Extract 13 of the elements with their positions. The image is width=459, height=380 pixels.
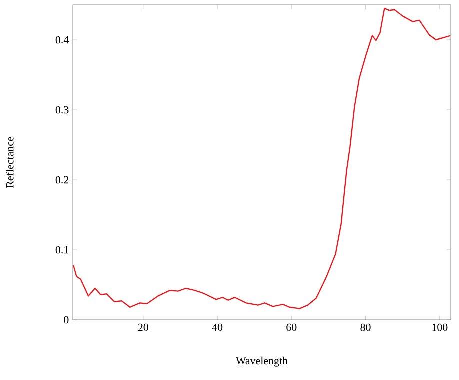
y-tick-label: 0.2 [56,176,69,184]
x-tick-label: 40 [212,324,223,332]
x-tick-label: 100 [432,324,448,332]
y-tick-label: 0.1 [56,246,68,254]
y-tick-label: 0.4 [56,36,69,44]
x-tick-label: 60 [286,324,297,332]
y-tick-label: 0.3 [56,106,69,114]
x-axis-title: Wavelength [236,356,288,367]
y-axis-title: Reflectance [6,137,14,188]
x-tick-label: 80 [360,324,371,332]
y-tick-label: 0 [64,316,69,324]
x-tick-label: 20 [138,324,148,332]
line-series [73,8,452,310]
